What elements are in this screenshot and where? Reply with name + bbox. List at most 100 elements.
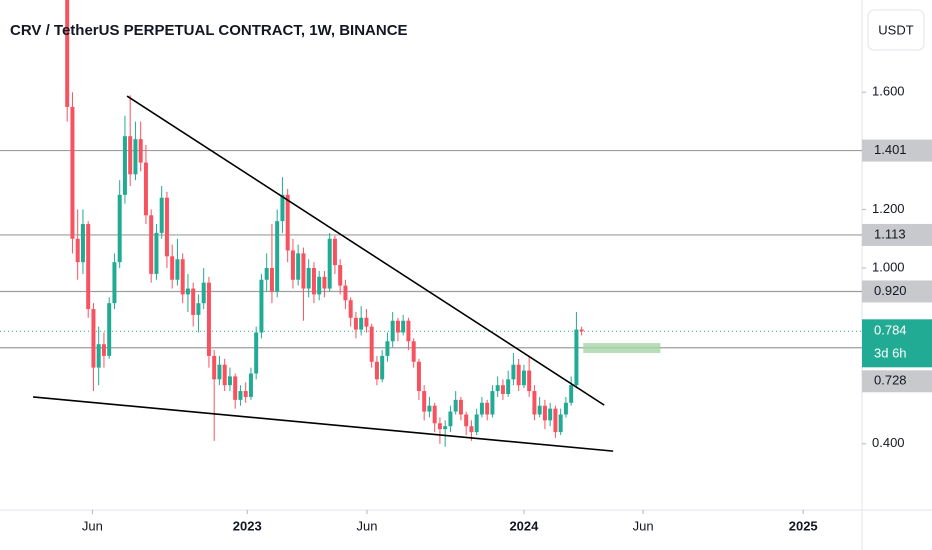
candle-body <box>448 411 453 427</box>
candle-body <box>443 426 448 430</box>
candle-body <box>327 238 332 289</box>
candle-body <box>579 329 584 332</box>
candle-body <box>96 344 101 368</box>
candle-body <box>364 317 369 327</box>
last-price-label: 0.784 <box>874 323 907 338</box>
candle-body <box>537 405 542 415</box>
level-label: 0.728 <box>874 373 907 388</box>
candle-body <box>353 317 358 330</box>
trendline <box>32 396 614 452</box>
candle-body <box>191 288 196 315</box>
candle-body <box>206 282 211 356</box>
candle-body <box>248 373 253 397</box>
trendline <box>126 95 605 406</box>
candle-body <box>311 268 316 295</box>
candle-body <box>437 423 442 430</box>
y-tick-label: 1.600 <box>872 84 905 99</box>
candle-body <box>453 399 458 412</box>
candle-body <box>390 320 395 342</box>
level-label-box <box>862 280 932 303</box>
candle-body <box>348 300 353 318</box>
candle-body <box>458 399 463 415</box>
candle-body <box>170 256 175 280</box>
candle-body <box>128 136 133 175</box>
candle-body <box>133 139 138 175</box>
x-tick-label: 2025 <box>789 518 818 533</box>
candle-body <box>275 221 280 292</box>
candle-body <box>380 355 385 380</box>
candle-body <box>332 238 337 266</box>
candle-body <box>563 402 568 415</box>
candle-body <box>227 376 232 386</box>
candle-body <box>416 361 421 392</box>
candle-body <box>75 238 80 263</box>
candle-body <box>338 265 343 286</box>
candle-body <box>395 320 400 333</box>
candle-body <box>479 402 484 415</box>
candle-body <box>259 279 264 333</box>
candle-body <box>201 282 206 304</box>
candle-body <box>164 197 169 257</box>
last-price-box <box>862 319 932 368</box>
candle-body <box>532 391 537 415</box>
currency-label[interactable]: USDT <box>878 22 913 37</box>
y-tick-label: 1.000 <box>872 259 905 274</box>
plot-area <box>0 0 862 452</box>
candle-body <box>175 259 180 280</box>
candle-body <box>317 276 322 295</box>
candle-body <box>406 320 411 342</box>
candle-body <box>296 253 301 280</box>
target-zone <box>583 343 661 353</box>
candle-body <box>511 364 516 380</box>
candle-body <box>427 405 432 412</box>
candle-body <box>542 405 547 421</box>
x-tick-label: Jun <box>633 518 654 533</box>
candle-body <box>264 268 269 280</box>
candle-body <box>500 385 505 394</box>
currency-button[interactable] <box>867 9 925 51</box>
candle-body <box>343 285 348 301</box>
level-label: 1.113 <box>874 226 906 241</box>
candle-body <box>411 341 416 362</box>
candle-body <box>159 197 164 233</box>
candle-body <box>80 224 85 263</box>
candle-body <box>574 329 579 386</box>
candle-body <box>91 309 96 368</box>
candle-body <box>149 215 154 274</box>
candle-body <box>285 194 290 251</box>
candle-body <box>112 262 117 304</box>
candle-body <box>117 194 122 263</box>
candle-body <box>548 408 553 421</box>
candle-body <box>138 139 143 163</box>
level-label: 1.401 <box>874 142 907 157</box>
candle-body <box>521 370 526 386</box>
candle-body <box>243 391 248 397</box>
candle-body <box>469 426 474 433</box>
candle-body <box>401 320 406 333</box>
level-label-box <box>862 223 932 246</box>
y-tick-label: 0.400 <box>872 435 905 450</box>
candle-body <box>222 364 227 386</box>
x-tick-label: Jun <box>356 518 377 533</box>
candle-body <box>196 303 201 315</box>
candle-body <box>359 317 364 330</box>
candle-body <box>374 361 379 380</box>
candle-body <box>217 364 222 380</box>
candle-body <box>558 414 563 433</box>
candle-body <box>490 391 495 415</box>
candle-body <box>238 391 243 400</box>
candle-body <box>233 376 238 400</box>
candle-body <box>86 224 91 310</box>
candle-body <box>474 414 479 433</box>
level-label: 0.920 <box>874 283 907 298</box>
candle-body <box>527 370 532 392</box>
candle-body <box>516 364 521 386</box>
candle-body <box>122 136 127 195</box>
candle-body <box>306 268 311 289</box>
candle-body <box>464 414 469 427</box>
candle-body <box>322 276 327 289</box>
candle-body <box>495 385 500 392</box>
candle-body <box>569 385 574 403</box>
candle-body <box>254 332 259 374</box>
x-tick-label: Jun <box>82 518 103 533</box>
